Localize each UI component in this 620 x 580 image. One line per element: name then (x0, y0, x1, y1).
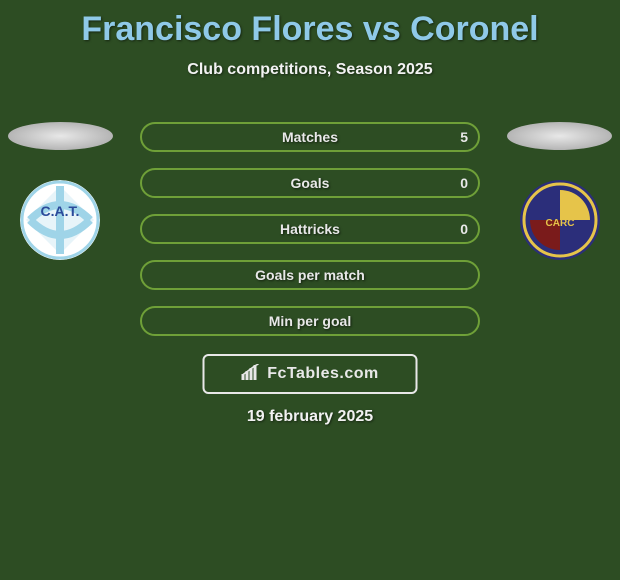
watermark: FcTables.com (203, 354, 418, 394)
stat-label: Goals (291, 175, 330, 191)
stats-column: Matches 5 Goals 0 Hattricks 0 Goals per … (140, 122, 480, 352)
stat-label: Goals per match (255, 267, 365, 283)
stat-right-value: 5 (460, 129, 468, 145)
watermark-text: FcTables.com (267, 365, 379, 383)
player-photo-right (507, 122, 612, 150)
date-text: 19 february 2025 (0, 408, 620, 426)
club-badge-left-svg: C.A.T. (20, 180, 100, 260)
bar-chart-icon (241, 364, 261, 385)
club-badge-right: CARC (520, 180, 600, 260)
player-photo-left (8, 122, 113, 150)
stat-row-hattricks: Hattricks 0 (140, 214, 480, 244)
club-badge-right-svg: CARC (520, 180, 600, 260)
club-badge-left: C.A.T. (20, 180, 100, 260)
page-title: Francisco Flores vs Coronel (0, 0, 620, 49)
stat-row-goals-per-match: Goals per match (140, 260, 480, 290)
stat-row-min-per-goal: Min per goal (140, 306, 480, 336)
svg-text:C.A.T.: C.A.T. (41, 203, 80, 219)
svg-text:CARC: CARC (546, 218, 575, 229)
stat-label: Min per goal (269, 313, 351, 329)
subtitle: Club competitions, Season 2025 (0, 61, 620, 79)
stat-row-goals: Goals 0 (140, 168, 480, 198)
stat-label: Hattricks (280, 221, 340, 237)
stat-right-value: 0 (460, 221, 468, 237)
stat-label: Matches (282, 129, 338, 145)
stat-row-matches: Matches 5 (140, 122, 480, 152)
stat-right-value: 0 (460, 175, 468, 191)
